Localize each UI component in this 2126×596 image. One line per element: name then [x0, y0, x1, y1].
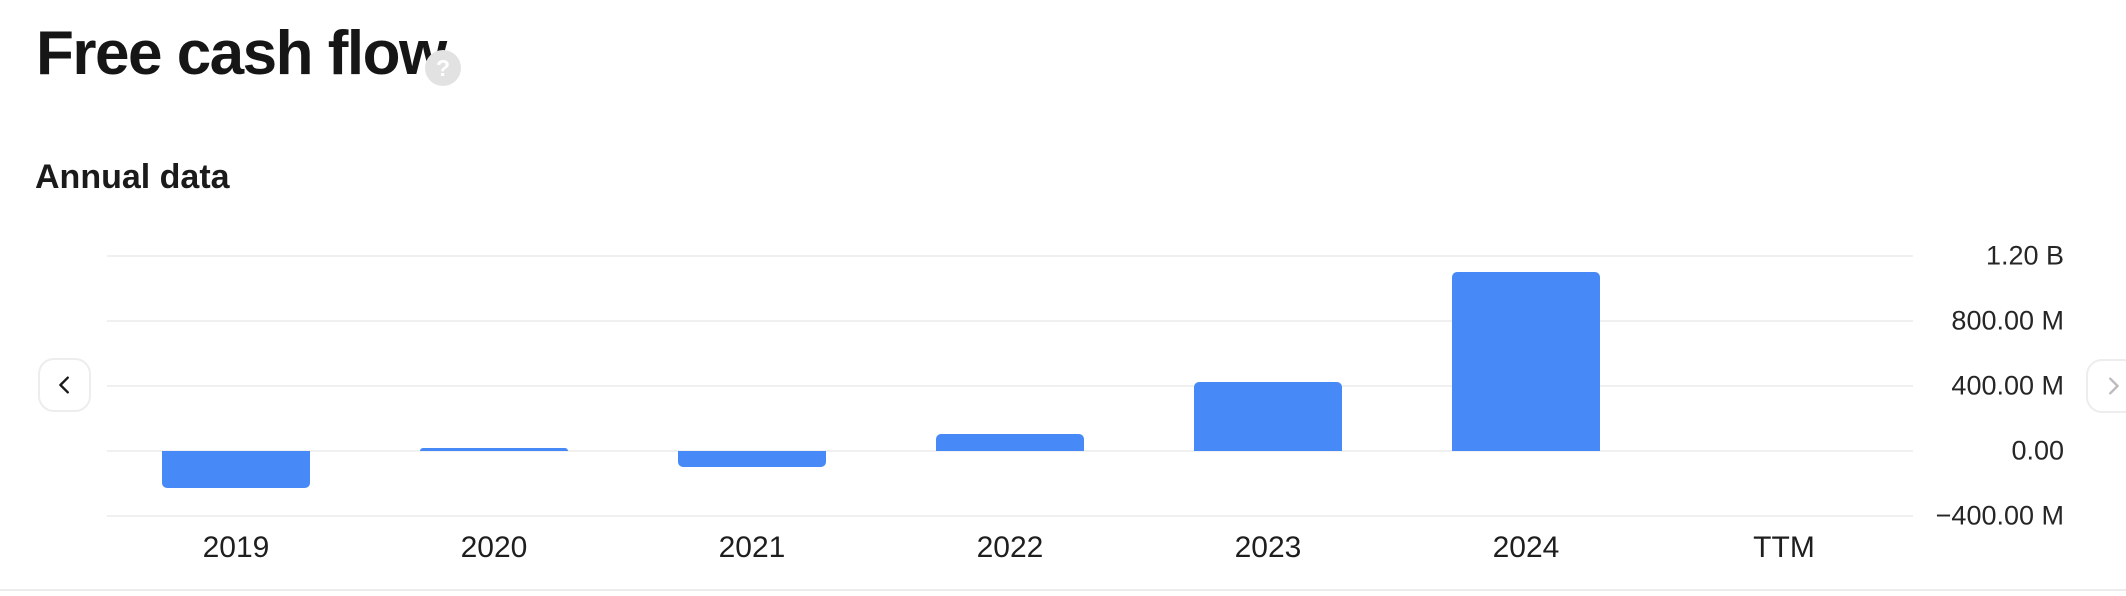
gridline [107, 385, 1913, 387]
chevron-left-icon [54, 374, 76, 396]
x-axis-label: 2020 [460, 531, 528, 564]
y-axis: 1.20 B 800.00 M 400.00 M 0.00 −400.00 M [1700, 241, 2064, 531]
y-axis-label: 0.00 [2011, 435, 2064, 466]
gridline [107, 320, 1913, 322]
bar-2019[interactable] [162, 451, 310, 488]
gridline [107, 515, 1913, 517]
plot-area [107, 255, 1913, 517]
y-axis-label: 1.20 B [1985, 240, 2064, 271]
chevron-right-icon [2102, 375, 2124, 397]
y-axis-label: 400.00 M [1951, 370, 2064, 401]
bar-2020[interactable] [420, 447, 568, 451]
page-title: Free cash flow [36, 19, 447, 88]
help-icon[interactable]: ? [425, 50, 461, 86]
gridline [107, 450, 1913, 452]
gridline [107, 255, 1913, 257]
y-axis-label: 800.00 M [1951, 305, 2064, 336]
scroll-left-button[interactable] [38, 358, 91, 412]
bar-2024[interactable] [1452, 272, 1600, 451]
x-axis-label: 2023 [1234, 531, 1302, 564]
x-axis-label: 2021 [718, 531, 786, 564]
x-axis-label: 2022 [976, 531, 1044, 564]
x-axis-label: TTM [1753, 531, 1815, 564]
chart-subtitle: Annual data [35, 158, 230, 196]
scroll-right-button[interactable] [2086, 359, 2126, 413]
question-mark-glyph: ? [435, 54, 451, 81]
x-axis-label: 2019 [202, 531, 270, 564]
x-axis-label: 2024 [1492, 531, 1560, 564]
bar-2023[interactable] [1194, 381, 1342, 451]
x-axis: 2019 2020 2021 2022 2023 2024 TTM [107, 531, 1913, 573]
bar-2021[interactable] [678, 451, 826, 468]
y-axis-label: −400.00 M [1935, 500, 2064, 531]
bottom-divider [0, 589, 2126, 591]
bar-2022[interactable] [936, 433, 1084, 451]
